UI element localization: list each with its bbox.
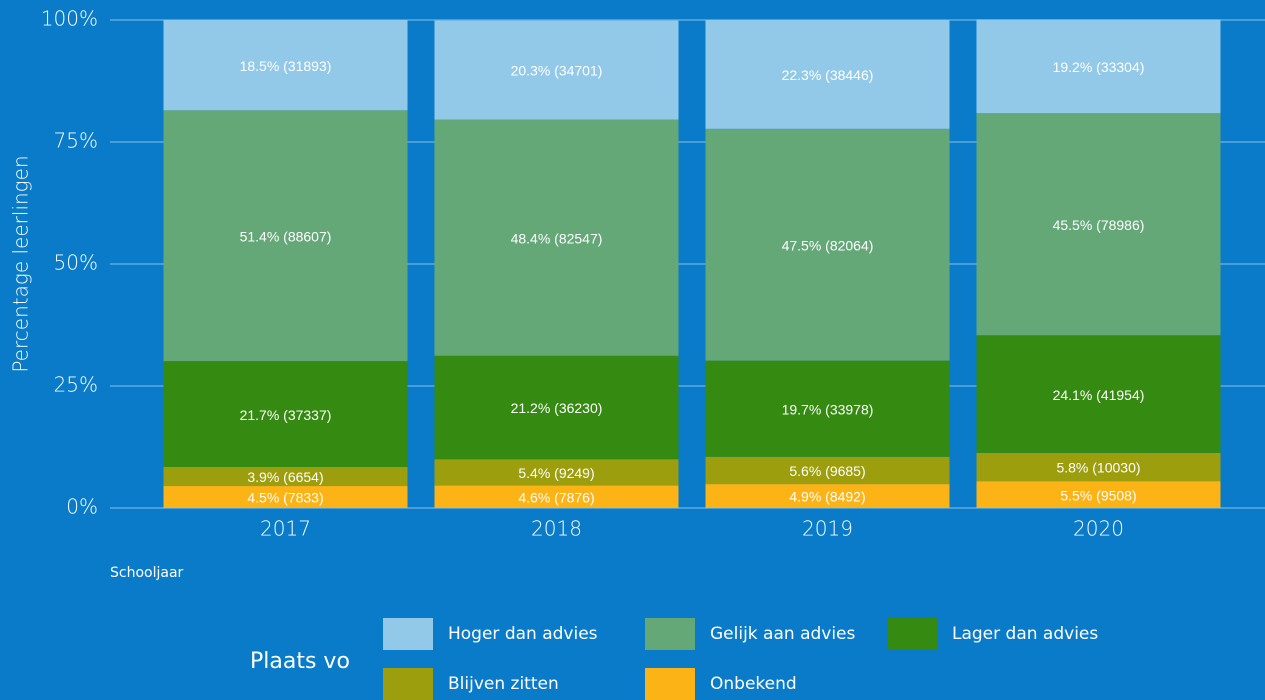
bar-segment	[163, 467, 408, 487]
x-tick-label: 2018	[531, 517, 582, 541]
x-tick-label: 2017	[260, 517, 311, 541]
data-label: 4.6% (7876)	[518, 489, 594, 505]
legend-label: Gelijk aan advies	[710, 624, 856, 644]
bar-segment	[705, 20, 950, 129]
legend-swatch	[645, 618, 695, 650]
data-label: 5.4% (9249)	[518, 465, 594, 481]
y-tick-label: 25%	[54, 373, 98, 397]
data-label: 21.2% (36230)	[511, 400, 603, 416]
legend-swatch	[887, 618, 937, 650]
data-label: 24.1% (41954)	[1053, 387, 1145, 403]
bar-segment	[976, 452, 1221, 482]
data-label: 5.8% (10030)	[1056, 460, 1140, 476]
data-label: 48.4% (82547)	[511, 230, 603, 246]
data-label: 45.5% (78986)	[1053, 217, 1145, 233]
y-axis-title: Percentage leerlingen	[9, 155, 33, 372]
bar-segment	[705, 128, 950, 361]
bar-segment	[976, 19, 1221, 114]
y-tick-label: 75%	[54, 129, 98, 153]
bar-segment	[976, 481, 1221, 508]
bar-segment	[434, 459, 679, 486]
data-label: 20.3% (34701)	[511, 63, 603, 79]
bar-segment	[705, 360, 950, 457]
bar-segment	[434, 20, 679, 120]
legend-label: Onbekend	[710, 674, 797, 694]
bar-segment	[976, 335, 1221, 453]
data-label: 47.5% (82064)	[782, 237, 874, 253]
legend-label: Blijven zitten	[448, 674, 559, 694]
bar-segment	[705, 456, 950, 485]
legend-swatch	[645, 668, 695, 700]
data-label: 21.7% (37337)	[240, 407, 332, 423]
y-tick-label: 100%	[41, 7, 98, 31]
data-label: 3.9% (6654)	[247, 469, 323, 485]
data-label: 19.2% (33304)	[1053, 59, 1145, 75]
x-tick-label: 2019	[802, 517, 853, 541]
bar-segment	[434, 355, 679, 460]
y-tick-label: 50%	[54, 251, 98, 275]
bar-segment	[163, 20, 408, 111]
legend-label: Hoger dan advies	[448, 624, 598, 644]
bar-segment	[705, 484, 950, 508]
data-label: 19.7% (33978)	[782, 401, 874, 417]
legend-title: Plaats vo	[250, 649, 350, 674]
bar-segment	[434, 485, 679, 508]
data-label: 5.5% (9508)	[1060, 487, 1136, 503]
bar-segment	[976, 113, 1221, 336]
bar-segment	[434, 119, 679, 356]
data-label: 4.5% (7833)	[247, 490, 323, 506]
data-label: 4.9% (8492)	[789, 489, 865, 505]
data-label: 51.4% (88607)	[240, 228, 332, 244]
data-label: 22.3% (38446)	[782, 67, 874, 83]
bar-segment	[163, 110, 408, 362]
legend-swatch	[383, 668, 433, 700]
y-tick-label: 0%	[66, 495, 98, 519]
legend-swatch	[383, 618, 433, 650]
bar-segment	[163, 486, 408, 508]
x-tick-label: 2020	[1073, 517, 1124, 541]
data-label: 5.6% (9685)	[789, 463, 865, 479]
legend-label: Lager dan advies	[952, 624, 1098, 644]
bar-segment	[163, 361, 408, 468]
data-label: 18.5% (31893)	[240, 58, 332, 74]
x-axis-title: Schooljaar	[110, 565, 184, 581]
